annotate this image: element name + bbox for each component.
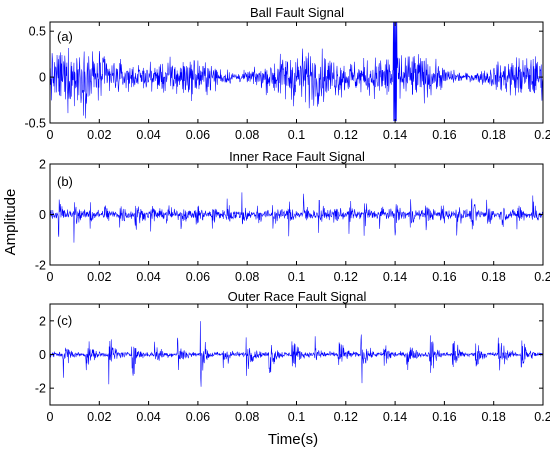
- panel-b-x-tick-label: 0.16: [432, 270, 456, 284]
- panel-c-label: (c): [57, 313, 72, 328]
- panel-c-x-tick-label: 0.08: [235, 410, 259, 424]
- panel-b-x-tick-label: 0.02: [87, 270, 111, 284]
- panel-b-x-tick-label: 0.14: [383, 270, 407, 284]
- panel-b-x-tick-label: 0.2: [534, 270, 550, 284]
- panel-a-y-tick-label: 0.5: [29, 25, 46, 39]
- panel-a-title: Ball Fault Signal: [250, 5, 344, 20]
- panel-b-y-tick-label: 0: [39, 208, 46, 222]
- panel-a-x-tick-label: 0: [47, 128, 54, 142]
- panel-b-plot: 0 0.02 0.04 0.06 0.08 0.1 0.12 0.14 0.16 0.18 0.2 -…: [35, 158, 550, 285]
- panel-b-label: (b): [57, 174, 73, 189]
- panel-b-x-tick-label: 0: [47, 270, 54, 284]
- panel-a-signal-series: [49, 21, 544, 122]
- panel-b-y-tick-label: 2: [39, 158, 46, 172]
- panel-c-plot: 0 0.02 0.04 0.06 0.08 0.1 0.12 0.14 0.16 0.18 0.2 -…: [35, 303, 550, 424]
- panel-c-x-tick-label: 0.14: [383, 410, 407, 424]
- panel-c-x-tick-label: 0.06: [186, 410, 210, 424]
- panel-c-y-tick-label: -2: [35, 382, 46, 396]
- panel-b-x-tick-label: 0.08: [235, 270, 259, 284]
- panel-b-x-tick-label: 0.18: [482, 270, 506, 284]
- panel-c-x-tick-label: 0.12: [334, 410, 358, 424]
- panel-a-y-tick-label: 0: [39, 71, 46, 85]
- panel-a-x-tick-label: 0.2: [534, 128, 550, 142]
- panel-c-y-tick-label: 2: [39, 314, 46, 328]
- panel-b-signal-series: [49, 192, 544, 243]
- panel-b-x-tick-label: 0.04: [136, 270, 160, 284]
- panel-a-x-tick-label: 0.16: [432, 128, 456, 142]
- panel-a-x-tick-label: 0.02: [87, 128, 111, 142]
- panel-b-y-tick-label: -2: [35, 259, 46, 273]
- panel-b-x-tick-label: 0.1: [288, 270, 305, 284]
- panel-b-x-tick-label: 0.06: [186, 270, 210, 284]
- panel-a-plot: 0 0.02 0.04 0.06 0.08 0.1 0.12 0.14 0.16 0.18 0.2 -…: [24, 21, 550, 142]
- panel-c: Outer Race Fault Signal 0 0.02 0.04 0.06 0.0…: [35, 289, 550, 424]
- panel-c-x-tick-label: 0.1: [288, 410, 305, 424]
- panel-c-x-tick-label: 0.02: [87, 410, 111, 424]
- panel-c-title: Outer Race Fault Signal: [228, 289, 367, 304]
- panel-c-x-tick-label: 0.16: [432, 410, 456, 424]
- panel-a-x-tick-label: 0.14: [383, 128, 407, 142]
- panel-c-x-tick-label: 0.18: [482, 410, 506, 424]
- panel-c-x-tick-label: 0.04: [136, 410, 160, 424]
- panel-b: Inner Race Fault Signal 0 0.02 0.04 0.06 0.0…: [35, 149, 550, 284]
- x-axis-label: Time(s): [268, 431, 318, 448]
- panel-a-label: (a): [57, 29, 73, 44]
- panel-c-signal-series: [49, 321, 544, 387]
- panel-b-x-tick-label: 0.12: [334, 270, 358, 284]
- panel-a-x-tick-label: 0.1: [288, 128, 305, 142]
- panel-a-y-tick-label: -0.5: [24, 117, 46, 131]
- panel-c-x-tick-label: 0: [47, 410, 54, 424]
- panel-a-x-tick-label: 0.12: [334, 128, 358, 142]
- panel-a-x-tick-label: 0.06: [186, 128, 210, 142]
- panel-a-x-tick-label: 0.04: [136, 128, 160, 142]
- panel-a-axes-box: [49, 21, 544, 124]
- panel-c-x-tick-label: 0.2: [534, 410, 550, 424]
- panel-a: Ball Fault Signal 0 0.02 0.04 0.06 0.08 0.1 0.…: [24, 5, 550, 142]
- panel-b-title: Inner Race Fault Signal: [229, 149, 365, 164]
- y-axis-label: Amplitude: [2, 189, 19, 256]
- panel-c-y-tick-label: 0: [39, 348, 46, 362]
- panel-a-x-tick-label: 0.18: [482, 128, 506, 142]
- panel-a-x-tick-label: 0.08: [235, 128, 259, 142]
